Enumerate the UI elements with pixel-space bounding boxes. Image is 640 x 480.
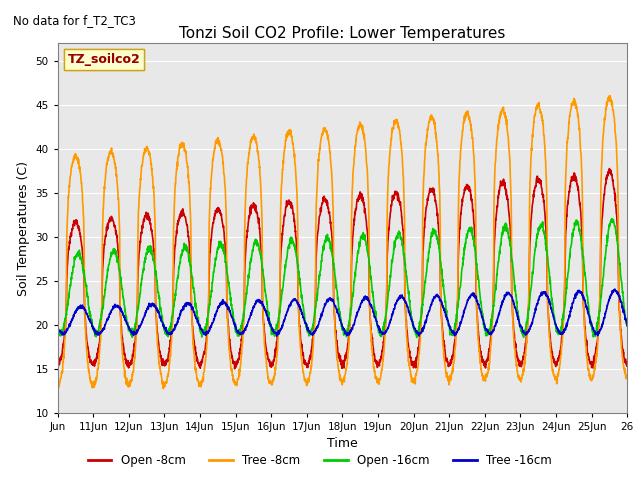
Text: No data for f_T2_TC3: No data for f_T2_TC3 xyxy=(13,14,136,27)
Open -8cm xyxy=(515,357,522,363)
Tree -8cm xyxy=(623,375,631,381)
Tree -16cm xyxy=(234,328,241,334)
Open -16cm xyxy=(54,324,61,330)
Open -16cm xyxy=(413,335,420,340)
Legend: Open -8cm, Tree -8cm, Open -16cm, Tree -16cm: Open -8cm, Tree -8cm, Open -16cm, Tree -… xyxy=(83,449,557,472)
Title: Tonzi Soil CO2 Profile: Lower Temperatures: Tonzi Soil CO2 Profile: Lower Temperatur… xyxy=(179,25,506,41)
Line: Tree -8cm: Tree -8cm xyxy=(58,96,627,388)
Open -8cm xyxy=(547,335,554,340)
Line: Open -8cm: Open -8cm xyxy=(58,168,627,369)
Tree -8cm xyxy=(54,381,61,386)
Line: Tree -16cm: Tree -16cm xyxy=(58,289,627,336)
Tree -8cm xyxy=(377,372,385,378)
Tree -8cm xyxy=(606,93,614,98)
Tree -16cm xyxy=(273,333,280,339)
Open -8cm xyxy=(377,355,385,360)
Open -16cm xyxy=(608,216,616,222)
Open -8cm xyxy=(234,360,241,366)
Line: Open -16cm: Open -16cm xyxy=(58,219,627,337)
Open -16cm xyxy=(377,329,385,335)
Tree -8cm xyxy=(547,343,554,349)
Y-axis label: Soil Temperatures (C): Soil Temperatures (C) xyxy=(17,160,30,296)
Tree -16cm xyxy=(111,303,118,309)
Open -16cm xyxy=(616,262,623,268)
Open -8cm xyxy=(605,166,613,171)
Tree -16cm xyxy=(54,325,61,331)
Open -16cm xyxy=(547,277,554,283)
Open -8cm xyxy=(54,360,61,366)
Legend: TZ_soilco2: TZ_soilco2 xyxy=(64,49,144,70)
Open -16cm xyxy=(111,246,118,252)
Open -8cm xyxy=(623,359,631,365)
Tree -16cm xyxy=(377,329,385,335)
Tree -8cm xyxy=(515,373,522,379)
Tree -8cm xyxy=(111,160,118,166)
Tree -16cm xyxy=(547,300,554,306)
Open -16cm xyxy=(234,331,241,336)
Open -8cm xyxy=(616,308,623,314)
Open -8cm xyxy=(231,366,239,372)
Tree -16cm xyxy=(616,293,623,299)
Tree -16cm xyxy=(515,317,522,323)
Tree -8cm xyxy=(616,310,623,315)
Open -16cm xyxy=(623,323,631,329)
Open -16cm xyxy=(515,311,522,316)
Tree -8cm xyxy=(159,385,167,391)
Tree -16cm xyxy=(611,286,619,292)
Open -8cm xyxy=(111,224,118,230)
X-axis label: Time: Time xyxy=(327,437,358,450)
Tree -8cm xyxy=(234,376,241,382)
Tree -16cm xyxy=(623,323,631,329)
